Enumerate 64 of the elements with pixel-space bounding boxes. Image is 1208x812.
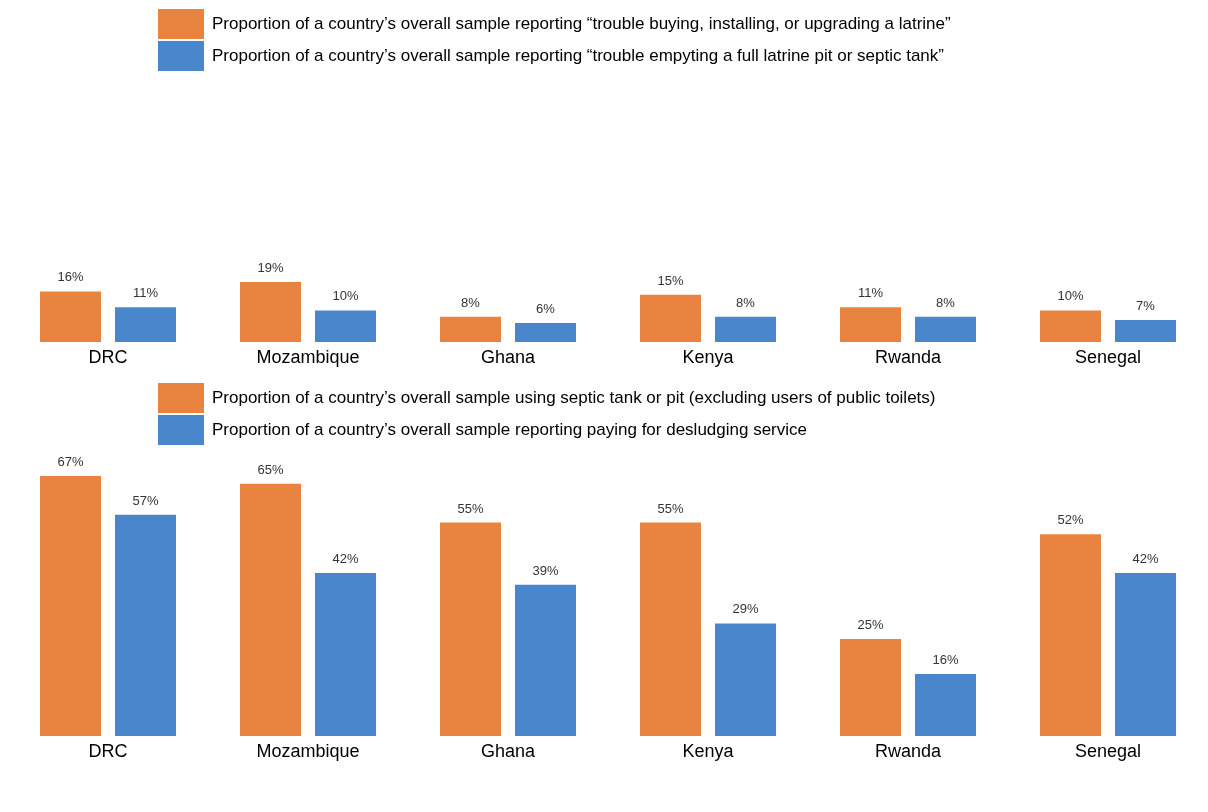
x-tick-label: Mozambique — [256, 740, 360, 761]
bar — [840, 307, 901, 342]
x-tick-label: Rwanda — [874, 740, 943, 761]
data-label: 39% — [532, 562, 559, 578]
x-tick-label: Mozambique — [256, 346, 360, 367]
bar — [440, 316, 501, 342]
x-tick-label: Kenya — [682, 740, 735, 761]
x-tick-label: Ghana — [480, 740, 537, 761]
bar — [240, 282, 301, 342]
bar — [715, 316, 776, 342]
bar — [315, 573, 376, 736]
bar — [1040, 534, 1101, 736]
data-label: 55% — [657, 500, 684, 516]
data-label: 65% — [257, 461, 284, 477]
x-tick-label: Senegal — [1074, 740, 1142, 761]
x-tick-label: Rwanda — [874, 346, 943, 367]
bar — [240, 483, 301, 736]
data-label: 10% — [1057, 288, 1084, 304]
data-label: 16% — [932, 651, 959, 667]
x-tick-label: Ghana — [480, 346, 537, 367]
legend-label: Proportion of a country’s overall sample using septic tank or pit (excluding users of public toilets) — [212, 388, 936, 408]
data-label: 42% — [1132, 551, 1159, 567]
x-tick-label: Kenya — [682, 346, 735, 367]
bar — [515, 323, 576, 342]
data-label: 8% — [936, 294, 956, 310]
data-label: 8% — [461, 294, 481, 310]
bar — [515, 584, 576, 736]
data-label: 29% — [732, 601, 759, 617]
legend-label: Proportion of a country’s overall sample reporting paying for desludging service — [212, 420, 808, 440]
bar — [1040, 310, 1101, 342]
data-label: 55% — [457, 500, 484, 516]
bar — [115, 514, 176, 736]
data-label: 19% — [257, 260, 284, 275]
data-label: 11% — [857, 285, 884, 301]
legend-label: Proportion of a country’s overall sample reporting “trouble buying, installing, or upgrading a latrine” — [212, 14, 951, 34]
data-label: 52% — [1057, 512, 1084, 528]
data-label: 8% — [736, 294, 756, 310]
data-label: 6% — [536, 301, 556, 317]
bar — [1115, 319, 1176, 342]
data-label: 16% — [57, 269, 84, 285]
bar — [715, 623, 776, 736]
bar — [915, 316, 976, 342]
x-tick-label: DRC — [88, 346, 128, 367]
bar — [915, 673, 976, 736]
data-label: 42% — [332, 551, 359, 567]
bar — [40, 291, 101, 342]
bar — [640, 294, 701, 342]
x-tick-label: DRC — [88, 740, 128, 761]
bar — [40, 476, 101, 736]
bar — [315, 310, 376, 342]
bar — [640, 522, 701, 736]
x-tick-label: Senegal — [1074, 346, 1142, 367]
legend-label: Proportion of a country’s overall sample reporting “trouble empyting a full latrine pit or septic tank” — [212, 46, 944, 66]
bar — [840, 638, 901, 736]
bar — [1115, 573, 1176, 736]
bar — [440, 522, 501, 736]
data-label: 57% — [132, 492, 159, 508]
data-label: 7% — [1136, 297, 1156, 313]
data-label: 67% — [57, 454, 84, 469]
data-label: 15% — [657, 272, 684, 288]
data-label: 10% — [332, 288, 359, 304]
data-label: 25% — [857, 616, 884, 632]
bar — [115, 307, 176, 342]
data-label: 11% — [132, 285, 159, 301]
